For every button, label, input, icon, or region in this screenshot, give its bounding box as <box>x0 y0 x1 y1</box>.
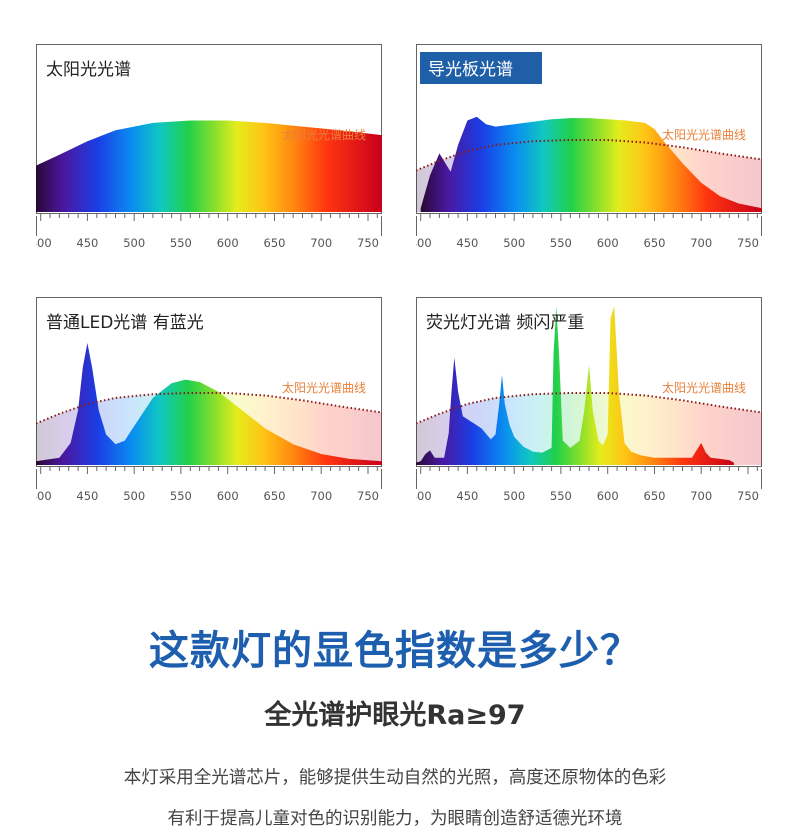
tick-label: 650 <box>644 489 666 503</box>
chart-title-highlight <box>420 52 542 84</box>
spectrum-area <box>36 120 382 212</box>
tick-label: 700 <box>310 489 332 503</box>
tick-label: 550 <box>550 236 572 250</box>
body-text-line: 有利于提高儿童对色的识别能力，为眼睛创造舒适德光环境 <box>167 809 623 829</box>
tick-label: 500 <box>503 489 525 503</box>
tick-label: 700 <box>310 236 332 250</box>
headline: 这款灯的显色指数是多少？ <box>149 628 641 674</box>
tick-label: 400 <box>416 489 432 503</box>
chart-title: 荧光灯光谱 频闪严重 <box>426 313 584 333</box>
tick-label: 700 <box>690 236 712 250</box>
tick-label: 450 <box>76 489 98 503</box>
tick-label: 750 <box>357 236 379 250</box>
curve-label: 太阳光光谱曲线 <box>282 380 366 395</box>
tick-label: 550 <box>550 489 572 503</box>
curve-label: 太阳光光谱曲线 <box>282 127 366 142</box>
tick-label: 550 <box>170 489 192 503</box>
tick-label: 450 <box>456 236 478 250</box>
tick-label: 700 <box>690 489 712 503</box>
tick-label: 750 <box>737 236 759 250</box>
tick-label: 650 <box>644 236 666 250</box>
tick-label: 500 <box>503 236 525 250</box>
subhead: 全光谱护眼光Ra≥97 <box>264 700 526 731</box>
chart-title: 导光板光谱 <box>428 60 513 80</box>
curve-label: 太阳光光谱曲线 <box>662 127 746 142</box>
tick-label: 600 <box>597 489 619 503</box>
tick-label: 600 <box>217 236 239 250</box>
curve-label: 太阳光光谱曲线 <box>662 380 746 395</box>
tick-label: 400 <box>36 236 52 250</box>
tick-label: 450 <box>76 236 98 250</box>
tick-label: 650 <box>264 236 286 250</box>
spectrum-area <box>36 343 382 465</box>
tick-label: 400 <box>36 489 52 503</box>
tick-label: 450 <box>456 489 478 503</box>
tick-label: 500 <box>123 489 145 503</box>
tick-label: 400 <box>416 236 432 250</box>
spectrum-area <box>420 116 762 212</box>
spectrum-area <box>416 306 734 465</box>
tick-label: 600 <box>217 489 239 503</box>
tick-label: 550 <box>170 236 192 250</box>
body-text-line: 本灯采用全光谱芯片，能够提供生动自然的光照，高度还原物体的色彩 <box>123 768 667 788</box>
chart-title: 普通LED光谱 有蓝光 <box>46 313 204 333</box>
tick-label: 600 <box>597 236 619 250</box>
tick-label: 750 <box>357 489 379 503</box>
reference-curve <box>416 139 762 172</box>
reference-curve <box>36 392 382 425</box>
tick-label: 650 <box>264 489 286 503</box>
tick-label: 750 <box>737 489 759 503</box>
tick-label: 500 <box>123 236 145 250</box>
reference-curve <box>416 392 762 425</box>
chart-title: 太阳光光谱 <box>46 60 131 80</box>
